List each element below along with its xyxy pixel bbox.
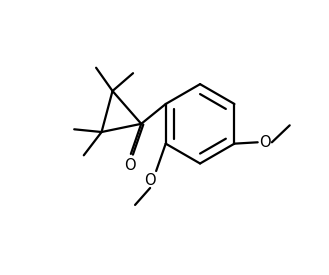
Text: O: O (124, 158, 135, 173)
Text: O: O (259, 135, 270, 150)
Text: O: O (144, 173, 156, 188)
